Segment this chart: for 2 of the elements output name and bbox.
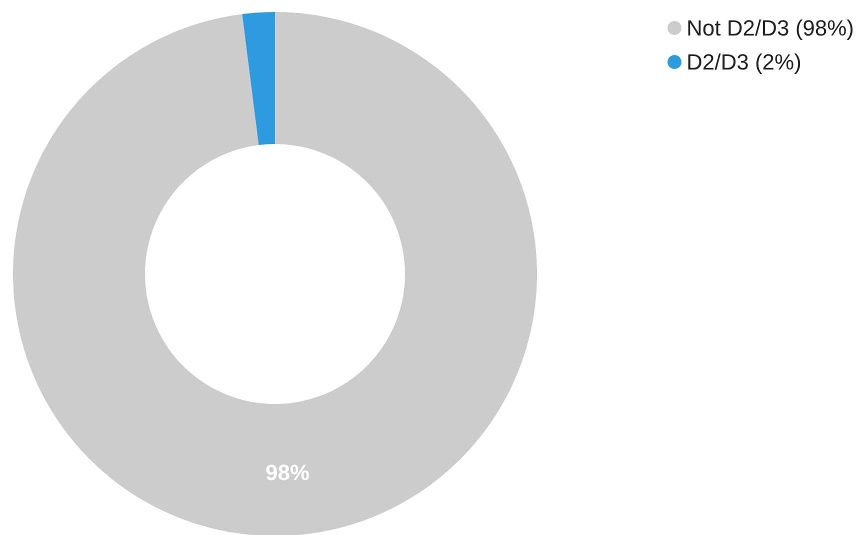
legend-label: Not D2/D3 (98%): [686, 16, 854, 40]
legend-label: D2/D3 (2%): [686, 50, 802, 74]
